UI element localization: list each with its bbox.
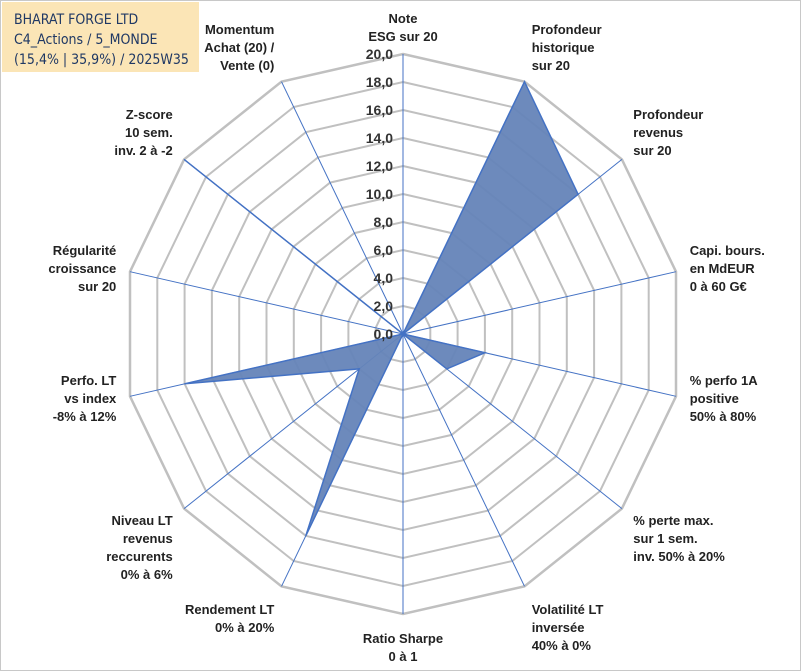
category-label-line: historique — [532, 40, 595, 55]
category-label-line: inversée — [532, 620, 585, 635]
category-label: % perte max. sur 1 sem. inv. 50% à 20% — [633, 513, 725, 564]
tick-label: 4,0 — [374, 270, 394, 286]
category-label-line: Capi. bours. — [690, 243, 765, 258]
category-label-line: 10 sem. — [125, 125, 173, 140]
radar-category-labels: Note ESG sur 20 Profondeur historique sur 20… — [48, 11, 764, 664]
category-label-line: % perfo 1A — [690, 373, 759, 388]
category-label-line: inv. 50% à 20% — [633, 549, 725, 564]
category-label: Profondeur revenus sur 20 — [633, 107, 703, 158]
tick-label: 0,0 — [374, 326, 394, 342]
category-label-line: Rendement LT — [185, 602, 274, 617]
category-label-line: 0 à 1 — [389, 649, 418, 664]
category-label-line: 0% à 6% — [121, 567, 173, 582]
radar-spoke — [129, 271, 404, 335]
category-label: % perfo 1A positive 50% à 80% — [690, 373, 759, 424]
company-name: BHARAT FORGE LTD — [14, 12, 139, 28]
category-label-line: sur 1 sem. — [633, 531, 697, 546]
category-label-line: Profondeur — [633, 107, 703, 122]
category-label: Régularité croissance sur 20 — [48, 243, 116, 294]
category-label-line: sur 20 — [78, 279, 116, 294]
category-label-line: sur 20 — [532, 58, 570, 73]
category-label: Z-score 10 sem. inv. 2 à -2 — [114, 107, 172, 158]
category-label-line: 50% à 80% — [690, 409, 757, 424]
category-label-line: revenus — [633, 125, 683, 140]
category-label: Niveau LT revenus reccurents 0% à 6% — [106, 513, 173, 582]
tick-label: 8,0 — [374, 214, 394, 230]
category-label-line: Vente (0) — [220, 58, 274, 73]
category-label-line: Z-score — [126, 107, 173, 122]
category-label-line: inv. 2 à -2 — [114, 143, 172, 158]
category-label: Rendement LT 0% à 20% — [185, 602, 275, 635]
tick-label: 16,0 — [366, 102, 393, 118]
category-label-line: sur 20 — [633, 143, 671, 158]
category-label-line: Profondeur — [532, 22, 602, 37]
category-label-line: Ratio Sharpe — [363, 631, 443, 646]
radar-spoke — [402, 271, 677, 335]
category-label-line: Niveau LT — [112, 513, 173, 528]
chart-header: BHARAT FORGE LTD C4_Actions / 5_MONDE (1… — [2, 2, 199, 72]
category-label-line: Note — [389, 11, 418, 26]
category-label-line: 0% à 20% — [215, 620, 275, 635]
category-label: Note ESG sur 20 — [368, 11, 437, 44]
category-label-line: revenus — [123, 531, 173, 546]
category-label: Profondeur historique sur 20 — [532, 22, 602, 73]
radar-tick-labels: 0,0 2,0 4,0 6,0 8,0 10,0 12,0 14,0 16,0 18,0 20,0 — [366, 46, 393, 342]
tick-label: 10,0 — [366, 186, 393, 202]
category-label-line: vs index — [64, 391, 117, 406]
tick-label: 18,0 — [366, 74, 393, 90]
radar-spoke — [402, 333, 525, 587]
category-label-line: croissance — [48, 261, 116, 276]
category-label-line: -8% à 12% — [53, 409, 117, 424]
category-label-line: Momentum — [205, 22, 274, 37]
period-info: (15,4% | 35,9%) / 2025W35 — [14, 52, 189, 68]
tick-label: 6,0 — [374, 242, 394, 258]
category-label-line: positive — [690, 391, 739, 406]
category-label-line: 0 à 60 G€ — [690, 279, 747, 294]
category-label: Ratio Sharpe 0 à 1 — [363, 631, 443, 664]
category-label: Perfo. LT vs index -8% à 12% — [53, 373, 117, 424]
category-label: Momentum Achat (20) / Vente (0) — [204, 22, 274, 73]
category-label-line: Volatilité LT — [532, 602, 604, 617]
category-label-line: % perte max. — [633, 513, 713, 528]
category-label-line: reccurents — [106, 549, 172, 564]
category-label-line: ESG sur 20 — [368, 29, 437, 44]
radar-series — [183, 79, 580, 537]
category-label-line: 40% à 0% — [532, 638, 592, 653]
portfolio-name: C4_Actions / 5_MONDE — [14, 32, 158, 48]
category-label-line: en MdEUR — [690, 261, 756, 276]
category-label-line: Perfo. LT — [61, 373, 116, 388]
category-label-line: Régularité — [53, 243, 117, 258]
category-label: Volatilité LT inversée 40% à 0% — [532, 602, 604, 653]
radar-spoke — [281, 81, 404, 335]
tick-label: 12,0 — [366, 158, 393, 174]
tick-label: 2,0 — [374, 298, 394, 314]
category-label: Capi. bours. en MdEUR 0 à 60 G€ — [690, 243, 765, 294]
category-label-line: Achat (20) / — [204, 40, 274, 55]
tick-label: 20,0 — [366, 46, 393, 62]
tick-label: 14,0 — [366, 130, 393, 146]
